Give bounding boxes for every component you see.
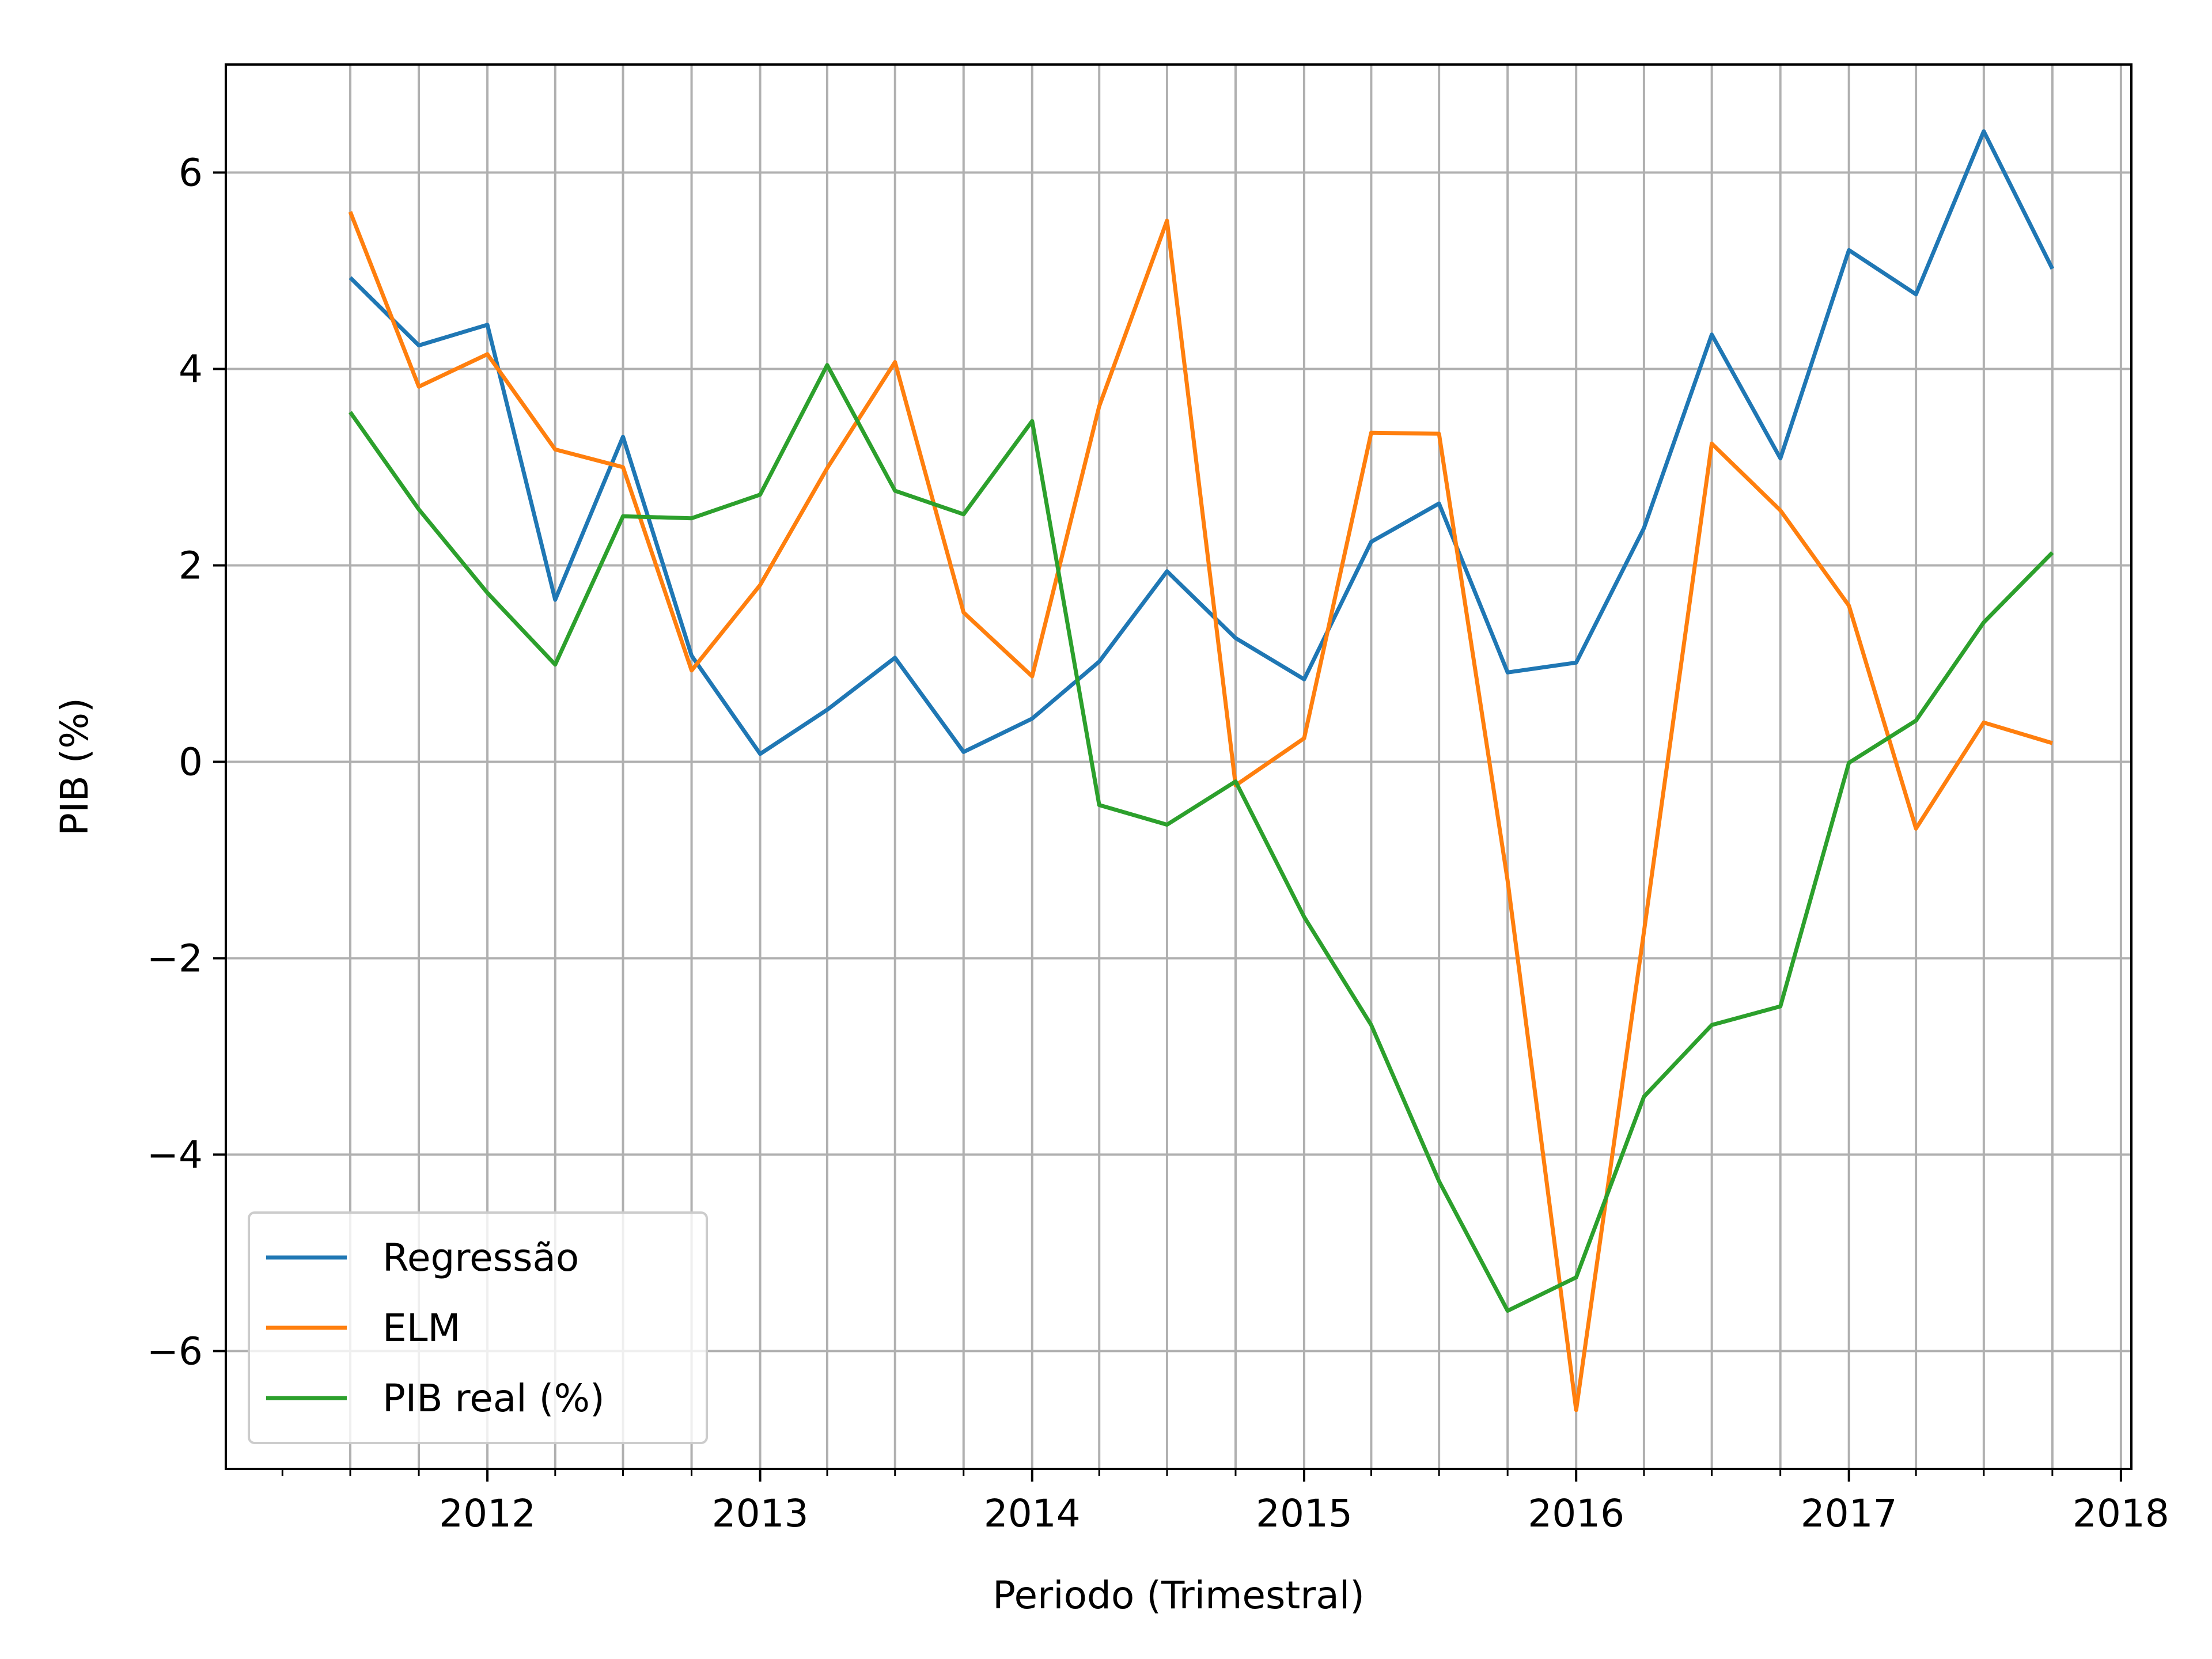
y-tick-label: −6 <box>147 1329 203 1373</box>
x-tick-label: 2017 <box>1801 1491 1897 1536</box>
y-tick-label: 6 <box>179 151 203 195</box>
y-tick-label: 2 <box>179 543 203 588</box>
x-axis-ticks: 2012 2013 2014 2015 2016 2017 2018 <box>281 1469 2169 1536</box>
legend-label: ELM <box>382 1306 460 1350</box>
legend-label: PIB real (%) <box>382 1376 605 1421</box>
plot-area-frame <box>225 63 2133 1470</box>
y-tick-label: 0 <box>179 740 203 784</box>
x-axis-label: Periodo (Trimestral) <box>993 1573 1365 1618</box>
y-tick-label: −4 <box>147 1132 203 1177</box>
x-tick-label: 2015 <box>1256 1491 1353 1536</box>
series-line-2 <box>348 211 2053 1412</box>
legend-label: Regressão <box>382 1236 579 1280</box>
legend: Regressão ELM PIB real (%) <box>248 1211 708 1444</box>
grid-lines <box>226 65 2131 1469</box>
x-tick-label: 2013 <box>712 1491 809 1536</box>
x-tick-label: 2014 <box>984 1491 1081 1536</box>
series-line-1 <box>349 129 2055 756</box>
y-tick-label: −2 <box>147 936 203 980</box>
y-axis-ticks: −6 −4 −2 0 2 4 6 <box>147 151 226 1373</box>
x-tick-label: 2012 <box>439 1491 536 1536</box>
x-tick-label: 2016 <box>1528 1491 1624 1536</box>
series-line-3 <box>349 363 2054 1313</box>
y-axis-label: PIB (%) <box>52 698 97 836</box>
legend-box <box>248 1211 708 1444</box>
series-lines <box>348 129 2055 1412</box>
y-tick-label: 4 <box>179 347 203 392</box>
x-tick-label: 2018 <box>2073 1491 2169 1536</box>
